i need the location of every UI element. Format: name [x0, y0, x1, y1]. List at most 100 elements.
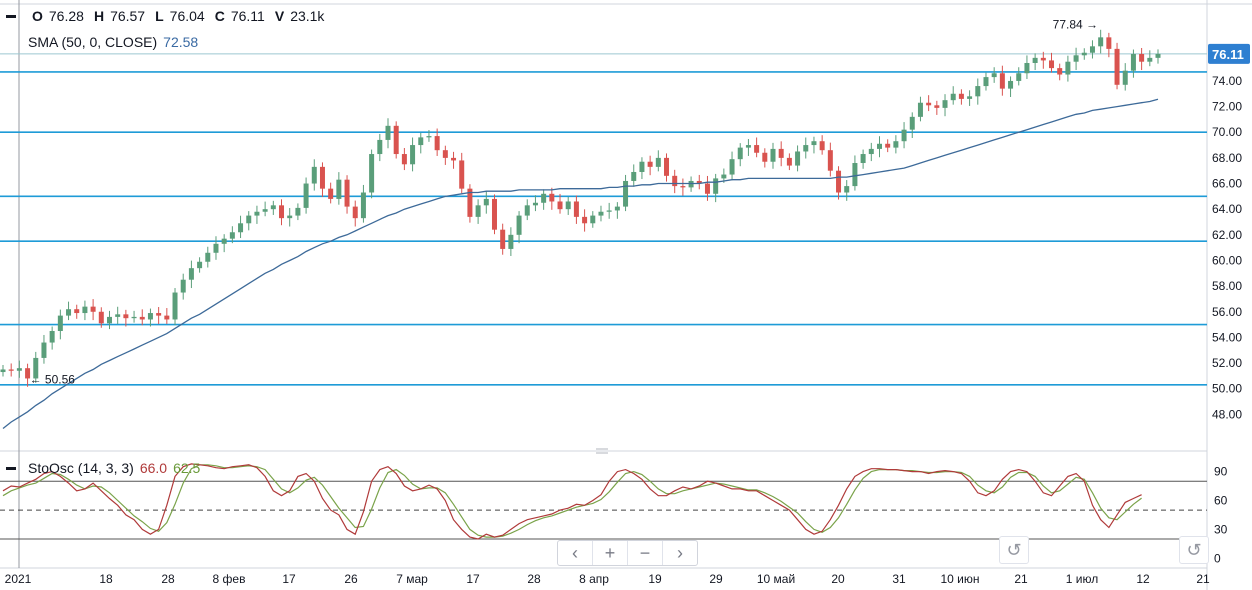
- open-label: O: [32, 8, 43, 24]
- candle-body: [811, 141, 817, 146]
- volume-label: V: [274, 8, 285, 24]
- collapse-icon[interactable]: [6, 14, 16, 18]
- time-axis-tick: 8 апр: [579, 572, 609, 586]
- price-axis-tick: 48.00: [1212, 407, 1242, 421]
- time-axis-tick: 26: [344, 572, 358, 586]
- reset-chart-button[interactable]: ↺: [999, 536, 1029, 564]
- stochastic-d-value: 62.5: [173, 460, 201, 476]
- price-axis-tick: 68.00: [1212, 151, 1242, 165]
- candle-body: [303, 183, 309, 208]
- price-axis-tick: 50.00: [1212, 382, 1242, 396]
- candle-body: [786, 157, 792, 166]
- candle-body: [737, 147, 743, 160]
- candle-body: [147, 313, 153, 320]
- candle-body: [369, 154, 375, 193]
- stochastic-k-line: [2, 463, 1142, 540]
- candle-body: [106, 316, 112, 324]
- candle-body: [664, 157, 670, 176]
- candle-body: [926, 102, 932, 106]
- candle-body: [623, 180, 629, 207]
- candle-body: [287, 215, 293, 219]
- time-axis-tick: 17: [466, 572, 480, 586]
- candle-body: [197, 261, 203, 269]
- price-axis-tick: 60.00: [1212, 253, 1242, 267]
- candle-body: [270, 205, 276, 210]
- candle-body: [451, 157, 457, 161]
- zoom-out-button[interactable]: −: [628, 541, 663, 565]
- candle-body: [532, 202, 538, 206]
- candle-body: [827, 150, 833, 171]
- stochastic-k-value: 66.0: [139, 460, 168, 476]
- candle-body: [475, 205, 481, 217]
- candle-body: [1049, 60, 1055, 69]
- time-axis-tick: 1 июл: [1066, 572, 1098, 586]
- reset-scale-button[interactable]: ↺: [1179, 536, 1209, 564]
- sma-legend[interactable]: SMA (50, 0, CLOSE) 72.58: [28, 34, 198, 50]
- volume-value: 23.1k: [290, 8, 325, 24]
- candle-body: [844, 186, 850, 193]
- candle-body: [876, 143, 882, 149]
- time-axis-tick: 7 мар: [396, 572, 428, 586]
- time-axis-tick: 17: [282, 572, 296, 586]
- scroll-left-button[interactable]: ‹: [558, 541, 593, 565]
- candle-body: [598, 211, 604, 216]
- low-value: 76.04: [169, 8, 205, 24]
- collapse-indicator-icon[interactable]: [6, 466, 16, 470]
- candle-body: [983, 77, 989, 87]
- candle-body: [934, 105, 940, 108]
- candle-body: [1008, 80, 1014, 89]
- candle-body: [541, 193, 547, 203]
- candle-body: [991, 73, 997, 78]
- price-axis-tick: 52.00: [1212, 356, 1242, 370]
- price-axis-tick: 54.00: [1212, 330, 1242, 344]
- candle-body: [893, 141, 899, 148]
- candle-body: [1065, 61, 1071, 75]
- zoom-in-button[interactable]: +: [593, 541, 628, 565]
- sma-label: SMA (50, 0, CLOSE): [28, 34, 158, 50]
- candle-body: [549, 193, 555, 202]
- candle-body: [1040, 57, 1046, 61]
- candle-body: [1057, 68, 1063, 75]
- candle-body: [1032, 57, 1038, 63]
- candle-body: [90, 306, 96, 312]
- open-value: 76.28: [48, 8, 84, 24]
- candle-body: [262, 209, 268, 212]
- oscillator-axis-tick: 60: [1214, 493, 1228, 507]
- candle-body: [516, 215, 522, 235]
- candles-group: [0, 29, 1161, 387]
- candle-body: [16, 368, 22, 371]
- candle-body: [614, 206, 620, 211]
- candle-body: [500, 229, 506, 249]
- candle-body: [0, 369, 6, 373]
- candle-body: [164, 315, 170, 320]
- sma-line: [2, 98, 1159, 430]
- candle-body: [524, 205, 530, 216]
- candle-body: [180, 279, 186, 293]
- time-axis-tick: 31: [892, 572, 906, 586]
- candle-body: [295, 207, 301, 216]
- price-axis-tick: 62.00: [1212, 228, 1242, 242]
- candle-body: [238, 223, 244, 233]
- candle-body: [1024, 62, 1030, 74]
- candle-body: [836, 170, 842, 193]
- candle-body: [123, 314, 129, 319]
- scroll-right-button[interactable]: ›: [677, 542, 683, 563]
- candle-body: [958, 93, 964, 99]
- stochastic-legend: StoOsc (14, 3, 3) 66.0 62.5: [6, 460, 200, 476]
- candle-body: [401, 154, 407, 165]
- time-axis-tick: 12: [1136, 572, 1150, 586]
- oscillator-axis-tick: 90: [1214, 465, 1228, 479]
- candle-body: [328, 188, 334, 199]
- time-axis-tick: 21: [1014, 572, 1028, 586]
- oscillator-axis-tick: 30: [1214, 522, 1228, 536]
- candle-body: [672, 175, 678, 187]
- candle-body: [491, 198, 497, 230]
- candle-body: [377, 139, 383, 155]
- candle-body: [139, 316, 145, 320]
- candle-body: [590, 215, 596, 224]
- candle-body: [57, 315, 63, 331]
- candle-body: [852, 163, 858, 187]
- candle-body: [647, 161, 653, 167]
- candle-body: [508, 234, 514, 249]
